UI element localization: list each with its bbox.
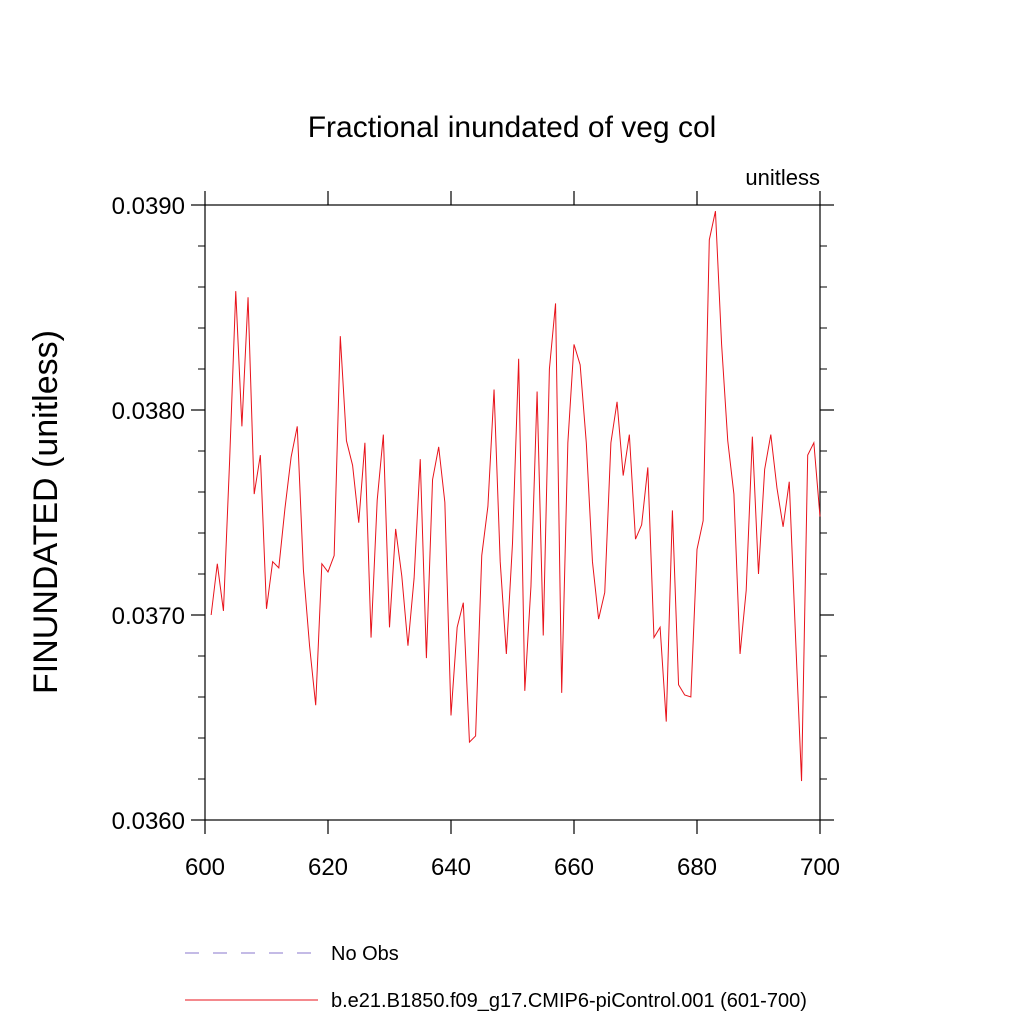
- plot-frame: [204, 204, 821, 821]
- y-axis-label: FINUNDATED (unitless): [27, 330, 65, 694]
- y-tick-label: 0.0360: [112, 808, 185, 835]
- legend-label-1: b.e21.B1850.f09_g17.CMIP6-piControl.001 …: [331, 990, 807, 1012]
- series-line-1: [210, 211, 821, 782]
- x-tick-label: 600: [185, 854, 225, 881]
- legend: No Obs b.e21.B1850.f09_g17.CMIP6-piContro…: [185, 943, 807, 1012]
- axis-tick-labels: 600 620 640 660 680 700 0.0360 0.0370 0.0380 0.03…: [112, 193, 840, 881]
- axis-ticks: [191, 191, 834, 834]
- x-tick-label: 680: [677, 854, 717, 881]
- legend-label-0: No Obs: [331, 943, 399, 965]
- units-label: unitless: [745, 165, 820, 190]
- y-tick-label: 0.0390: [112, 193, 185, 220]
- x-tick-label: 620: [308, 854, 348, 881]
- plot-border: [204, 204, 821, 821]
- x-tick-label: 700: [800, 854, 840, 881]
- x-tick-label: 640: [431, 854, 471, 881]
- series-layer: [210, 211, 821, 782]
- y-tick-label: 0.0380: [112, 398, 185, 425]
- chart-title: Fractional inundated of veg col: [308, 111, 717, 144]
- y-tick-label: 0.0370: [112, 603, 185, 630]
- x-tick-label: 660: [554, 854, 594, 881]
